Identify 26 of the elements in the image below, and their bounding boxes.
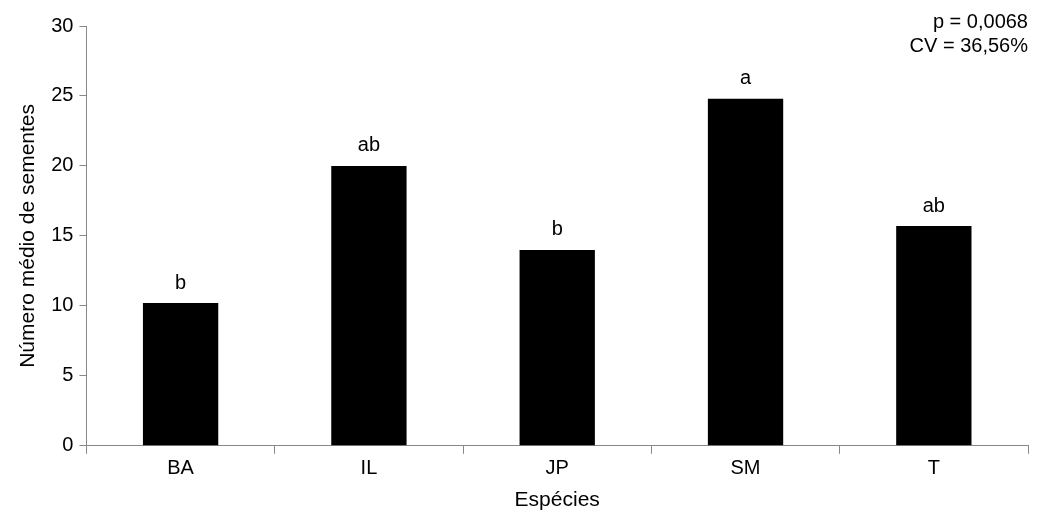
bar <box>142 303 219 446</box>
y-tick-label: 15 <box>51 223 74 246</box>
x-tick-label: BA <box>167 456 195 479</box>
x-axis-title: Espécies <box>514 487 600 511</box>
y-tick-label: 30 <box>51 13 74 36</box>
y-tick-label: 0 <box>62 433 74 456</box>
annotation: b <box>175 270 187 293</box>
annotation: ab <box>922 193 945 216</box>
y-tick-label: 10 <box>51 293 74 316</box>
x-tick-label: IL <box>360 456 378 479</box>
y-tick-label: 5 <box>62 363 74 386</box>
y-tick-label: 20 <box>51 153 74 176</box>
annotation: a <box>739 66 752 89</box>
annotation: ab <box>357 133 381 156</box>
y-tick-label: 25 <box>51 83 74 106</box>
annotation: p = 0,0068 <box>932 9 1028 32</box>
bar <box>896 226 972 446</box>
x-tick-label: JP <box>545 456 569 479</box>
bar <box>519 249 595 446</box>
x-tick-label: T <box>927 456 940 479</box>
y-axis-title: Número médio de sementes <box>15 104 39 368</box>
bar <box>331 165 407 446</box>
annotation: CV = 36,56% <box>909 33 1029 56</box>
annotation: b <box>551 217 563 240</box>
bar <box>707 98 784 446</box>
x-tick-label: SM <box>730 456 761 479</box>
